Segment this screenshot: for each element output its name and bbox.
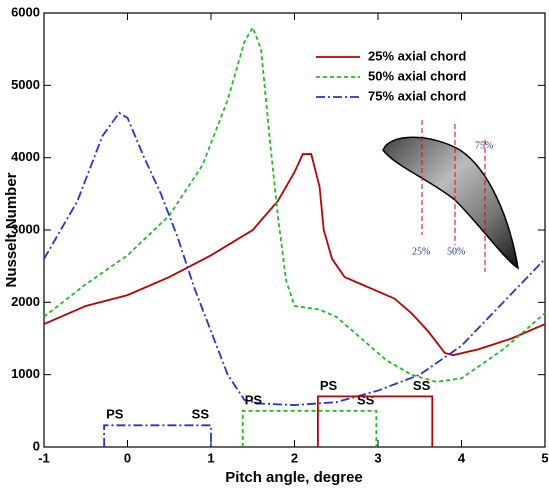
- y-tick-label: 5000: [11, 77, 40, 92]
- y-tick-label: 0: [33, 438, 40, 453]
- inset-label: 50%: [447, 246, 465, 257]
- series-line: [43, 153, 546, 357]
- legend-label: 25% axial chord: [368, 48, 466, 63]
- x-tick-label: 0: [124, 450, 131, 465]
- bracket-label: SS: [192, 407, 210, 422]
- x-tick-label: 3: [374, 450, 381, 465]
- bracket-label: PS: [106, 407, 124, 422]
- y-tick-label: 1000: [11, 366, 40, 381]
- series-line: [43, 25, 546, 383]
- x-tick-label: 5: [541, 450, 548, 465]
- bracket-label: PS: [320, 378, 338, 393]
- bracket: [103, 424, 212, 447]
- y-tick-label: 3000: [11, 221, 40, 236]
- y-tick-label: 6000: [11, 4, 40, 19]
- plot-frame: [43, 12, 546, 448]
- bracket: [241, 409, 378, 447]
- inset-label: 25%: [412, 246, 430, 257]
- inset-label: 75%: [475, 140, 493, 151]
- blade-inset: 25% 50% 75%: [382, 120, 520, 272]
- bracket-label: SS: [413, 378, 431, 393]
- x-tick-label: 1: [207, 450, 214, 465]
- y-axis-label: Nusselt Number: [3, 172, 20, 287]
- x-tick-label: -1: [38, 450, 50, 465]
- legend-label: 75% axial chord: [368, 88, 466, 103]
- bracket-label: SS: [357, 392, 375, 407]
- bracket: [316, 395, 434, 447]
- x-axis-label: Pitch angle, degree: [225, 469, 363, 486]
- x-tick-label: 4: [458, 450, 466, 465]
- y-tick-label: 2000: [11, 294, 40, 309]
- series-line: [43, 111, 546, 406]
- blade: [382, 136, 520, 270]
- x-tick-label: 2: [291, 450, 298, 465]
- legend-label: 50% axial chord: [368, 68, 466, 83]
- bracket-label: PS: [245, 392, 263, 407]
- y-tick-label: 4000: [11, 149, 40, 164]
